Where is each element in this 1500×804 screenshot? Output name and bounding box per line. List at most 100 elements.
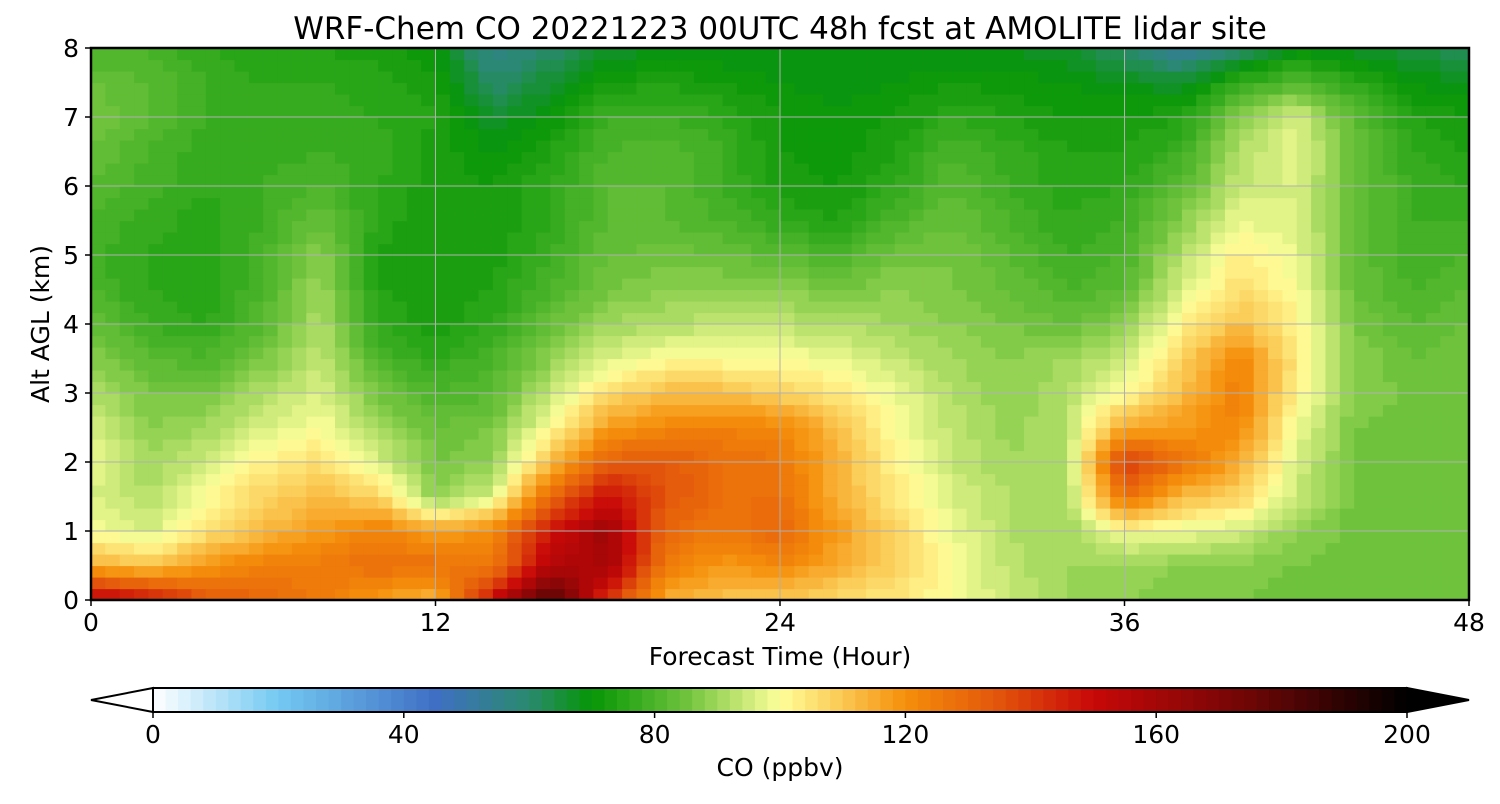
heatmap-cell [1095,381,1111,394]
heatmap-cell [851,301,867,314]
heatmap-cell [808,255,824,268]
heatmap-cell [535,381,551,394]
heatmap-cell [995,358,1011,371]
heatmap-cell [1024,370,1039,383]
heatmap-cell [808,174,824,187]
heatmap-cell [205,197,221,210]
heatmap-cell [593,508,609,521]
heatmap-cell [421,439,437,452]
heatmap-cell [177,427,193,440]
heatmap-cell [162,301,178,314]
heatmap-cell [478,174,494,187]
heatmap-cell [1368,496,1384,509]
heatmap-cell [1311,531,1327,544]
heatmap-cell [837,209,853,222]
heatmap-cell [363,232,379,245]
heatmap-cell [220,255,236,268]
heatmap-cell [392,450,408,463]
heatmap-cell [1296,416,1312,429]
heatmap-cell [708,186,724,199]
heatmap-cell [765,519,781,532]
heatmap-cell [191,565,207,578]
heatmap-cell [866,289,882,302]
heatmap-cell [579,416,594,429]
heatmap-cell [693,485,709,498]
heatmap-cell [1024,588,1039,601]
heatmap-cell [234,220,250,233]
heatmap-cell [507,508,523,521]
heatmap-cell [1253,427,1269,440]
heatmap-cell [808,542,824,555]
heatmap-cell [1124,94,1140,107]
heatmap-cell [722,174,738,187]
heatmap-cell [1368,577,1384,590]
heatmap-cell [708,577,724,590]
heatmap-cell [91,450,106,463]
heatmap-cell [866,186,882,199]
heatmap-cell [1009,577,1025,590]
heatmap-cell [205,577,221,590]
heatmap-cell [1124,439,1140,452]
heatmap-cell [952,370,968,383]
heatmap-cell [1181,312,1197,325]
heatmap-cell [1339,128,1355,141]
heatmap-cell [507,48,523,61]
heatmap-cell [392,209,408,222]
heatmap-cell [378,450,394,463]
heatmap-cell [234,232,250,245]
heatmap-cell [392,393,408,406]
heatmap-cell [1311,473,1327,486]
heatmap-cell [550,404,566,417]
heatmap-cell [937,163,953,176]
heatmap-cell [909,312,925,325]
heatmap-cell [378,531,394,544]
heatmap-cell [277,324,293,337]
heatmap-cell [1095,163,1111,176]
heatmap-cell [478,381,494,394]
heatmap-cell [909,197,925,210]
heatmap-cell [665,186,681,199]
heatmap-cell [1067,140,1083,153]
heatmap-cell [722,588,738,601]
heatmap-cell [1138,140,1154,153]
heatmap-cell [1110,450,1126,463]
y-tick-label: 3 [63,379,79,408]
heatmap-cell [91,163,106,176]
heatmap-cell [909,473,925,486]
heatmap-cell [378,209,394,222]
heatmap-cell [693,462,709,475]
heatmap-cell [234,174,250,187]
heatmap-cell [607,508,623,521]
heatmap-cell [1153,220,1169,233]
heatmap-cell [995,71,1011,84]
heatmap-cell [1138,473,1154,486]
heatmap-cell [550,473,566,486]
heatmap-cell [679,232,695,245]
heatmap-cell [650,312,666,325]
heatmap-cell [765,48,781,61]
heatmap-cell [1167,243,1183,256]
heatmap-cell [1368,508,1384,521]
heatmap-cell [937,243,953,256]
heatmap-cell [1397,404,1413,417]
heatmap-cell [636,473,652,486]
heatmap-cell [1325,335,1341,348]
heatmap-cell [622,105,638,118]
heatmap-cell [937,48,953,61]
heatmap-cell [866,370,882,383]
heatmap-cell [177,71,193,84]
heatmap-cell [220,151,236,164]
heatmap-cell [952,105,968,118]
heatmap-cell [823,312,839,325]
heatmap-cell [1110,197,1126,210]
heatmap-cell [1153,243,1169,256]
heatmap-cell [1138,324,1154,337]
heatmap-cell [837,140,853,153]
heatmap-cell [1296,462,1312,475]
heatmap-cell [306,278,322,291]
heatmap-cell [492,450,508,463]
heatmap-cell [823,301,839,314]
heatmap-cell [363,370,379,383]
heatmap-cell [722,278,738,291]
heatmap-cell [1425,186,1441,199]
